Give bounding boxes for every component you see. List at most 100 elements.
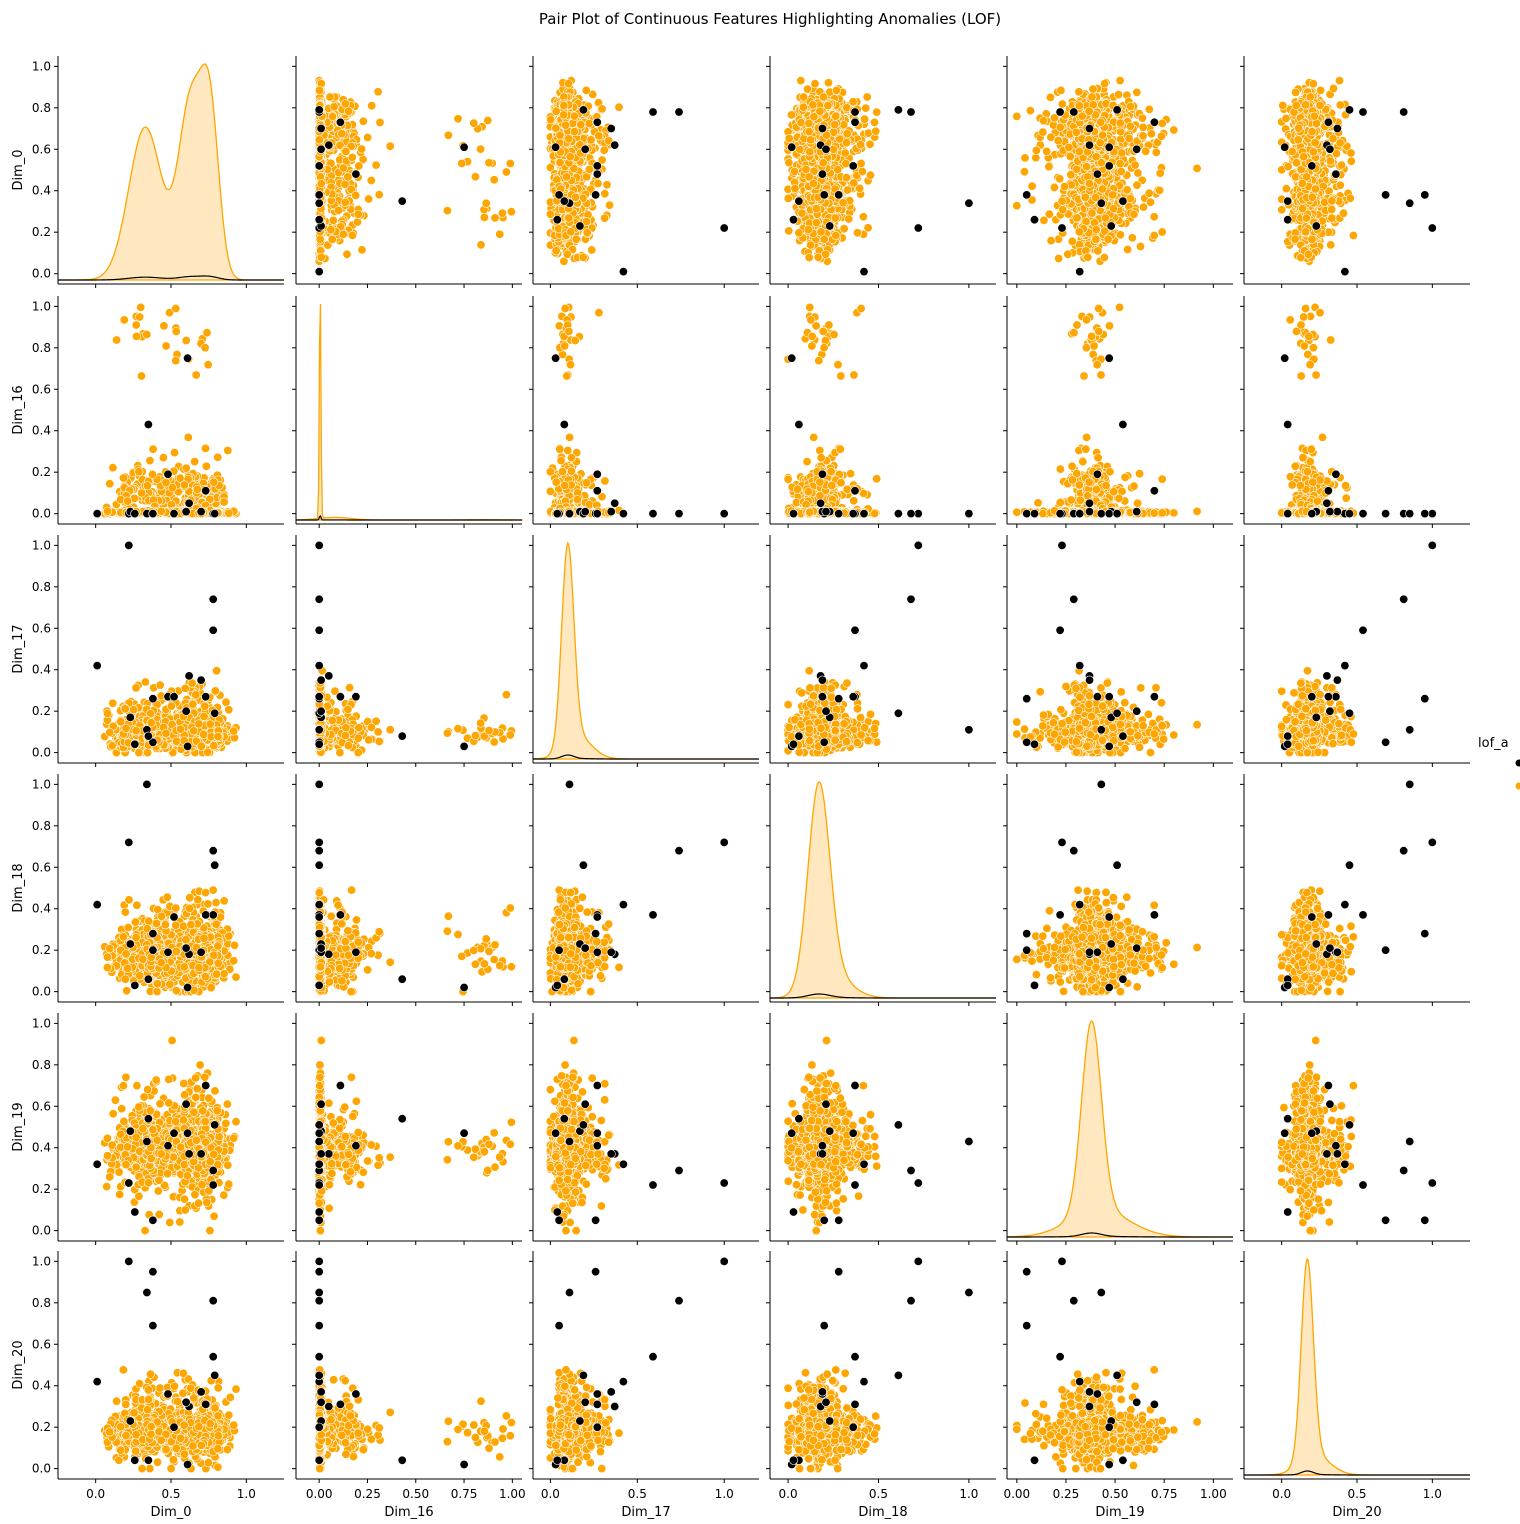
point-normal xyxy=(787,111,795,119)
point-normal xyxy=(342,147,350,155)
point-normal xyxy=(477,241,485,249)
point-anomaly xyxy=(851,108,859,116)
point-normal xyxy=(344,107,352,115)
point-normal xyxy=(831,214,839,222)
point-normal xyxy=(334,206,342,214)
point-normal xyxy=(354,210,362,218)
point-normal xyxy=(832,86,840,94)
point-anomaly xyxy=(398,197,406,205)
point-normal xyxy=(327,226,335,234)
point-normal xyxy=(804,226,812,234)
point-anomaly xyxy=(352,170,360,178)
point-normal xyxy=(601,214,609,222)
point-normal xyxy=(506,159,514,167)
point-normal xyxy=(585,119,593,127)
point-normal xyxy=(870,118,878,126)
point-normal xyxy=(560,101,568,109)
point-anomaly xyxy=(914,224,922,232)
point-normal xyxy=(1136,242,1144,250)
point-normal xyxy=(802,165,810,173)
point-normal xyxy=(859,213,867,221)
point-normal xyxy=(806,136,814,144)
point-normal xyxy=(491,214,499,222)
point-normal xyxy=(598,105,606,113)
point-normal xyxy=(330,103,338,111)
point-anomaly xyxy=(460,143,468,151)
point-normal xyxy=(839,199,847,207)
y-tick-label: 0.0 xyxy=(32,267,51,281)
point-normal xyxy=(341,198,349,206)
point-normal xyxy=(556,158,564,166)
y-tick-label: 0.6 xyxy=(32,142,51,156)
point-normal xyxy=(806,241,814,249)
point-normal xyxy=(569,119,577,127)
point-normal xyxy=(785,158,793,166)
point-normal xyxy=(329,216,337,224)
point-normal xyxy=(831,120,839,128)
y-tick-label: 0.8 xyxy=(32,101,51,115)
point-normal xyxy=(485,159,493,167)
point-normal xyxy=(315,86,323,94)
point-anomaly xyxy=(560,197,568,205)
point-normal xyxy=(566,153,574,161)
point-normal xyxy=(849,98,857,106)
point-normal xyxy=(864,129,872,137)
point-normal xyxy=(328,235,336,243)
point-normal xyxy=(805,119,813,127)
point-normal xyxy=(842,174,850,182)
point-anomaly xyxy=(317,124,325,132)
y-axis-label-Dim_0: Dim_0 xyxy=(11,149,26,190)
point-normal xyxy=(817,228,825,236)
point-normal xyxy=(363,133,371,141)
point-normal xyxy=(565,214,573,222)
point-anomaly xyxy=(820,191,828,199)
point-normal xyxy=(490,176,498,184)
point-anomaly xyxy=(315,199,323,207)
point-normal xyxy=(811,80,819,88)
point-normal xyxy=(615,103,623,111)
panel-Dim_0-vs-Dim_19 xyxy=(1003,56,1233,288)
point-normal xyxy=(562,173,570,181)
point-normal xyxy=(819,159,827,167)
point-normal xyxy=(605,201,613,209)
point-normal xyxy=(588,246,596,254)
point-normal xyxy=(386,142,394,150)
point-normal xyxy=(315,136,323,144)
point-normal xyxy=(502,168,510,176)
point-normal xyxy=(866,140,874,148)
point-anomaly xyxy=(315,191,323,199)
point-anomaly xyxy=(835,191,843,199)
y-tick-label: 0.4 xyxy=(32,184,51,198)
point-normal xyxy=(821,250,829,258)
point-normal xyxy=(355,162,363,170)
point-normal xyxy=(365,195,373,203)
point-normal xyxy=(832,112,840,120)
point-anomaly xyxy=(576,222,584,230)
point-normal xyxy=(367,176,375,184)
point-anomaly xyxy=(607,124,615,132)
point-normal xyxy=(579,253,587,261)
point-normal xyxy=(358,246,366,254)
point-normal xyxy=(853,229,861,237)
point-anomaly xyxy=(619,267,627,275)
point-anomaly xyxy=(315,216,323,224)
point-normal xyxy=(552,247,560,255)
point-normal xyxy=(496,230,504,238)
point-normal xyxy=(797,118,805,126)
scatter-Dim_0-vs-Dim_16 xyxy=(315,76,516,275)
point-normal xyxy=(582,86,590,94)
point-normal xyxy=(595,132,603,140)
point-normal xyxy=(547,116,555,124)
point-anomaly xyxy=(553,216,561,224)
point-normal xyxy=(872,127,880,135)
point-normal xyxy=(567,228,575,236)
panel-grid: 0.00.20.40.60.81.0Dim_00.00.20.40.60.81.… xyxy=(11,56,1470,1520)
point-normal xyxy=(805,253,813,261)
point-normal xyxy=(1047,236,1055,244)
point-normal xyxy=(317,179,325,187)
point-normal xyxy=(842,139,850,147)
point-anomaly xyxy=(851,118,859,126)
